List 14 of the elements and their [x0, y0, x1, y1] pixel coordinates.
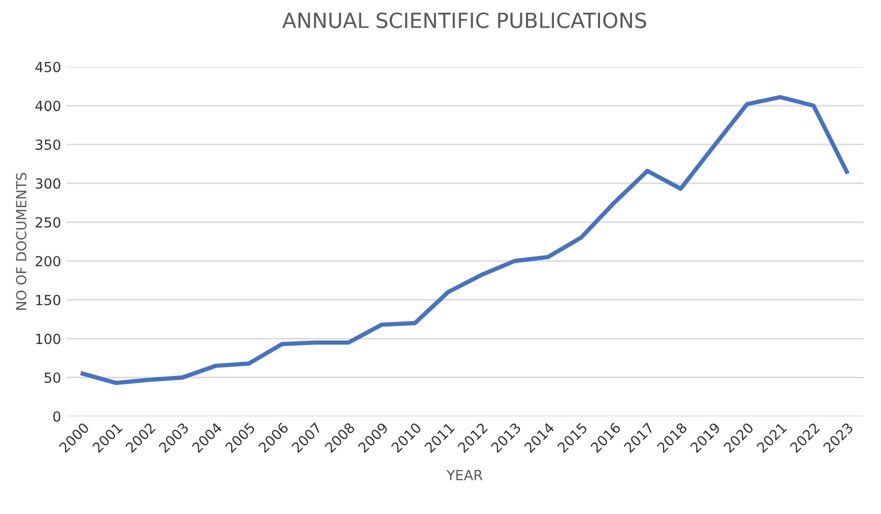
- y-tick-label: 0: [53, 411, 60, 422]
- y-tick-label: 450: [35, 62, 60, 72]
- line-series: [80, 95, 849, 386]
- y-axis-title: NO OF DOCUMENTS: [16, 172, 26, 310]
- y-tick-label: 50: [44, 372, 60, 383]
- x-axis-title: YEAR: [446, 470, 483, 480]
- y-tick-label: 350: [36, 139, 60, 150]
- y-tick-label: 200: [36, 256, 60, 266]
- y-tick-label: 100: [36, 334, 60, 344]
- chart-title: ANNUAL SCIENTIFIC PUBLICATIONS: [282, 12, 646, 28]
- y-tick-label: 300: [36, 178, 60, 189]
- y-tick-label: 400: [35, 100, 60, 112]
- y-tick-label: 150: [36, 294, 60, 306]
- y-tick-label: 250: [36, 217, 60, 228]
